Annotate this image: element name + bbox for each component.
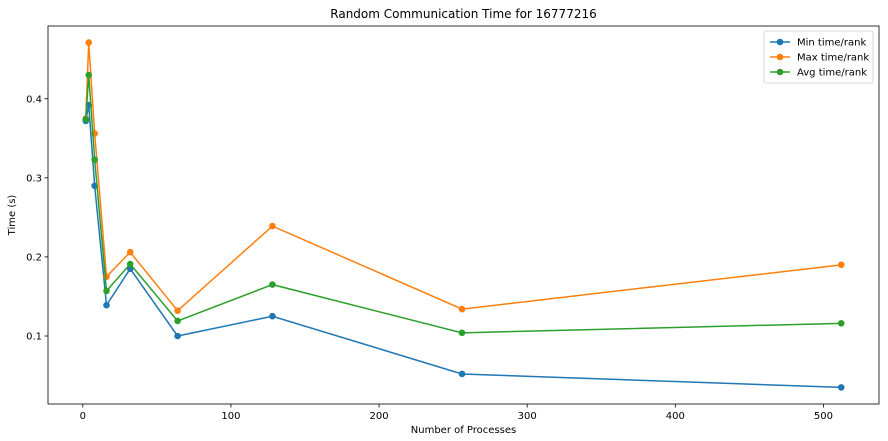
legend-label: Min time/rank (797, 38, 866, 49)
data-point (103, 301, 110, 309)
data-point (269, 312, 276, 320)
x-tick-label: 300 (518, 411, 537, 422)
series-layer (82, 39, 845, 391)
data-point (174, 332, 181, 340)
y-tick-label: 0.3 (26, 173, 42, 184)
y-tick-label: 0.2 (26, 252, 42, 263)
data-point (103, 273, 110, 280)
y-tick-label: 0.1 (26, 331, 42, 342)
series-line (85, 74, 842, 334)
legend-box (763, 30, 874, 84)
y-axis-label: Time (s) (7, 195, 18, 237)
data-point (126, 248, 134, 256)
legend-marker (776, 53, 784, 61)
data-point (458, 370, 466, 378)
series-line (85, 42, 842, 312)
legend-item: Avg time/rank (770, 68, 867, 79)
axis-ticks: 0 100 200 300 400 500 0.1 0.2 0.3 0.4 (26, 94, 833, 422)
data-point (458, 329, 466, 337)
data-point (85, 71, 93, 79)
series-1 (82, 101, 845, 391)
data-point (269, 222, 276, 230)
x-tick-label: 0 (80, 411, 86, 422)
legend-item: Max time/rank (770, 53, 869, 64)
data-point (458, 305, 466, 313)
legend: Min time/rank Max time/rank Avg time/rank (763, 30, 874, 84)
series-3 (82, 71, 845, 337)
data-point (85, 39, 93, 46)
data-point (174, 317, 181, 325)
legend-marker (776, 38, 784, 46)
legend-label: Max time/rank (797, 53, 869, 64)
x-tick-label: 200 (370, 411, 389, 422)
data-point (103, 287, 110, 295)
data-point (837, 320, 845, 327)
data-point (82, 116, 90, 123)
plot-frame (47, 25, 880, 405)
y-tick-label: 0.4 (26, 94, 42, 105)
x-tick-label: 500 (814, 411, 833, 422)
legend-item: Min time/rank (770, 38, 866, 49)
series-2 (82, 39, 845, 314)
data-point (837, 261, 845, 269)
x-tick-label: 400 (666, 411, 685, 422)
data-point (126, 260, 134, 268)
chart-title: Random Communication Time for 16777216 (330, 7, 596, 21)
data-point (837, 384, 845, 391)
data-point (174, 307, 181, 314)
data-point (91, 156, 98, 163)
legend-label: Avg time/rank (797, 68, 867, 79)
x-tick-label: 100 (221, 411, 240, 422)
series-line (85, 104, 842, 389)
data-point (269, 281, 276, 288)
legend-marker (776, 68, 784, 76)
x-axis-label: Number of Processes (411, 425, 516, 436)
